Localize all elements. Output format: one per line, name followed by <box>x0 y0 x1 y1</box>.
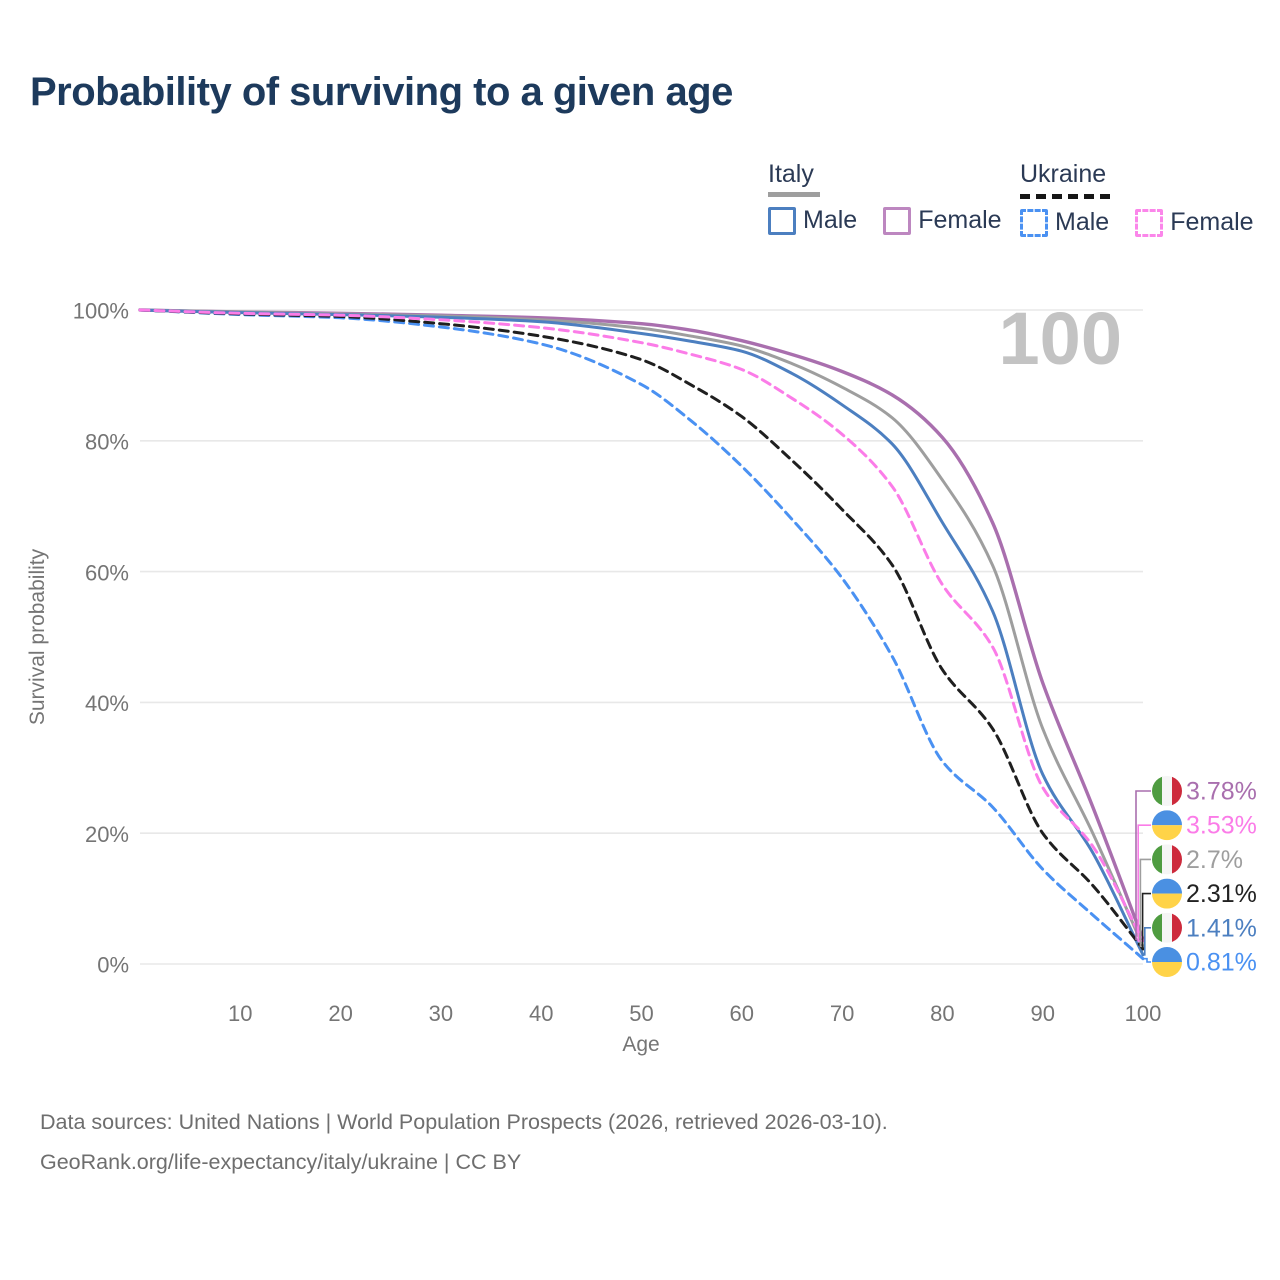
attribution-line: GeoRank.org/life-expectancy/italy/ukrain… <box>40 1150 522 1174</box>
x-tick-50: 50 <box>629 1001 653 1026</box>
x-tick-30: 30 <box>429 1001 453 1026</box>
x-tick-10: 10 <box>228 1001 252 1026</box>
end-label-italy-total[interactable]: 2.7% <box>1139 844 1243 948</box>
ukraine-flag-icon <box>1152 878 1182 909</box>
italy-flag-icon <box>1152 844 1182 875</box>
connector-line <box>1141 892 1151 950</box>
ukraine-flag-icon <box>1152 810 1182 841</box>
footer: Data sources: United Nations | World Pop… <box>40 1102 888 1182</box>
y-axis-tick-labels: 0% 20% 40% 60% 80% 100% <box>73 299 129 978</box>
gridlines <box>140 309 1143 965</box>
y-tick-0: 0% <box>97 953 129 978</box>
end-label-value: 1.41% <box>1186 914 1257 942</box>
italy-male-swatch-icon <box>768 206 796 235</box>
survival-curves <box>138 308 1145 961</box>
italy-female-swatch-icon <box>883 206 912 235</box>
curve-italy-female[interactable] <box>138 308 1145 941</box>
y-tick-60: 60% <box>85 560 129 585</box>
y-tick-40: 40% <box>85 691 129 716</box>
curve-ukraine-male[interactable] <box>138 308 1145 961</box>
end-label-value: 0.81% <box>1186 949 1257 977</box>
x-tick-90: 90 <box>1030 1001 1054 1026</box>
legend-ukraine-label: Ukraine <box>1020 160 1107 188</box>
end-label-ukraine-male[interactable]: 0.81% <box>1143 947 1257 977</box>
legend-item-italy-female[interactable]: Female <box>883 206 1002 235</box>
legend-item-ukraine-female[interactable]: Female <box>1135 208 1254 237</box>
connector-line <box>1135 790 1151 941</box>
legend-item-label: Female <box>918 206 1002 234</box>
legend-italy-linestyle-sample <box>768 192 820 197</box>
end-label-ukraine-female[interactable]: 3.53% <box>1137 810 1257 942</box>
end-label-value: 2.31% <box>1186 880 1257 908</box>
connector-line <box>1143 927 1151 956</box>
curve-italy-male[interactable] <box>138 308 1145 957</box>
legend-item-label: Male <box>803 206 858 234</box>
end-label-value: 3.78% <box>1186 778 1257 806</box>
ukraine-male-swatch-icon <box>1020 208 1048 237</box>
ukraine-female-swatch-icon <box>1135 208 1164 237</box>
curve-italy-total[interactable] <box>138 308 1145 948</box>
page-title: Probability of surviving to a given age <box>30 70 733 114</box>
x-axis-tick-labels: 10 20 30 40 50 60 70 80 90 100 <box>228 1001 1161 1026</box>
x-tick-80: 80 <box>930 1001 954 1026</box>
legend-item-label: Male <box>1055 208 1110 236</box>
y-tick-80: 80% <box>85 430 129 455</box>
end-label-value: 2.7% <box>1186 846 1243 874</box>
x-tick-40: 40 <box>529 1001 553 1026</box>
end-label-value: 3.53% <box>1186 812 1257 840</box>
x-tick-60: 60 <box>730 1001 754 1026</box>
curve-ukraine-total[interactable] <box>138 308 1145 951</box>
x-axis-title: Age <box>622 1033 659 1056</box>
x-tick-70: 70 <box>830 1001 854 1026</box>
legend-item-label: Female <box>1170 208 1254 236</box>
legend-italy-label: Italy <box>768 160 814 188</box>
end-label-ukraine-total[interactable]: 2.31% <box>1141 878 1257 950</box>
x-tick-20: 20 <box>328 1001 352 1026</box>
legend-group-ukraine: Ukraine Male Female <box>1020 160 1254 237</box>
legend-item-ukraine-male[interactable]: Male <box>1020 208 1109 237</box>
ukraine-flag-icon <box>1152 947 1182 977</box>
legend-item-italy-male[interactable]: Male <box>768 206 857 235</box>
connector-line <box>1143 957 1151 963</box>
end-label-italy-male[interactable]: 1.41% <box>1143 912 1257 956</box>
legend-ukraine-linestyle-sample <box>1020 194 1110 199</box>
curve-ukraine-female[interactable] <box>138 308 1145 943</box>
end-label-italy-female[interactable]: 3.78% <box>1135 776 1257 941</box>
y-tick-20: 20% <box>85 822 129 847</box>
age-watermark: 100 <box>999 297 1122 380</box>
y-axis-title: Survival probability <box>26 548 49 725</box>
y-tick-100: 100% <box>73 299 129 324</box>
data-source-line: Data sources: United Nations | World Pop… <box>40 1110 888 1134</box>
end-labels: 3.78% 3.53% 2.7% 2.31% 1.41% 0.81% <box>1135 776 1257 977</box>
legend-group-italy: Italy Male Female <box>768 160 1002 235</box>
italy-flag-icon <box>1152 776 1182 806</box>
italy-flag-icon <box>1152 912 1182 943</box>
connector-line <box>1139 858 1151 948</box>
x-tick-100: 100 <box>1125 1001 1162 1026</box>
